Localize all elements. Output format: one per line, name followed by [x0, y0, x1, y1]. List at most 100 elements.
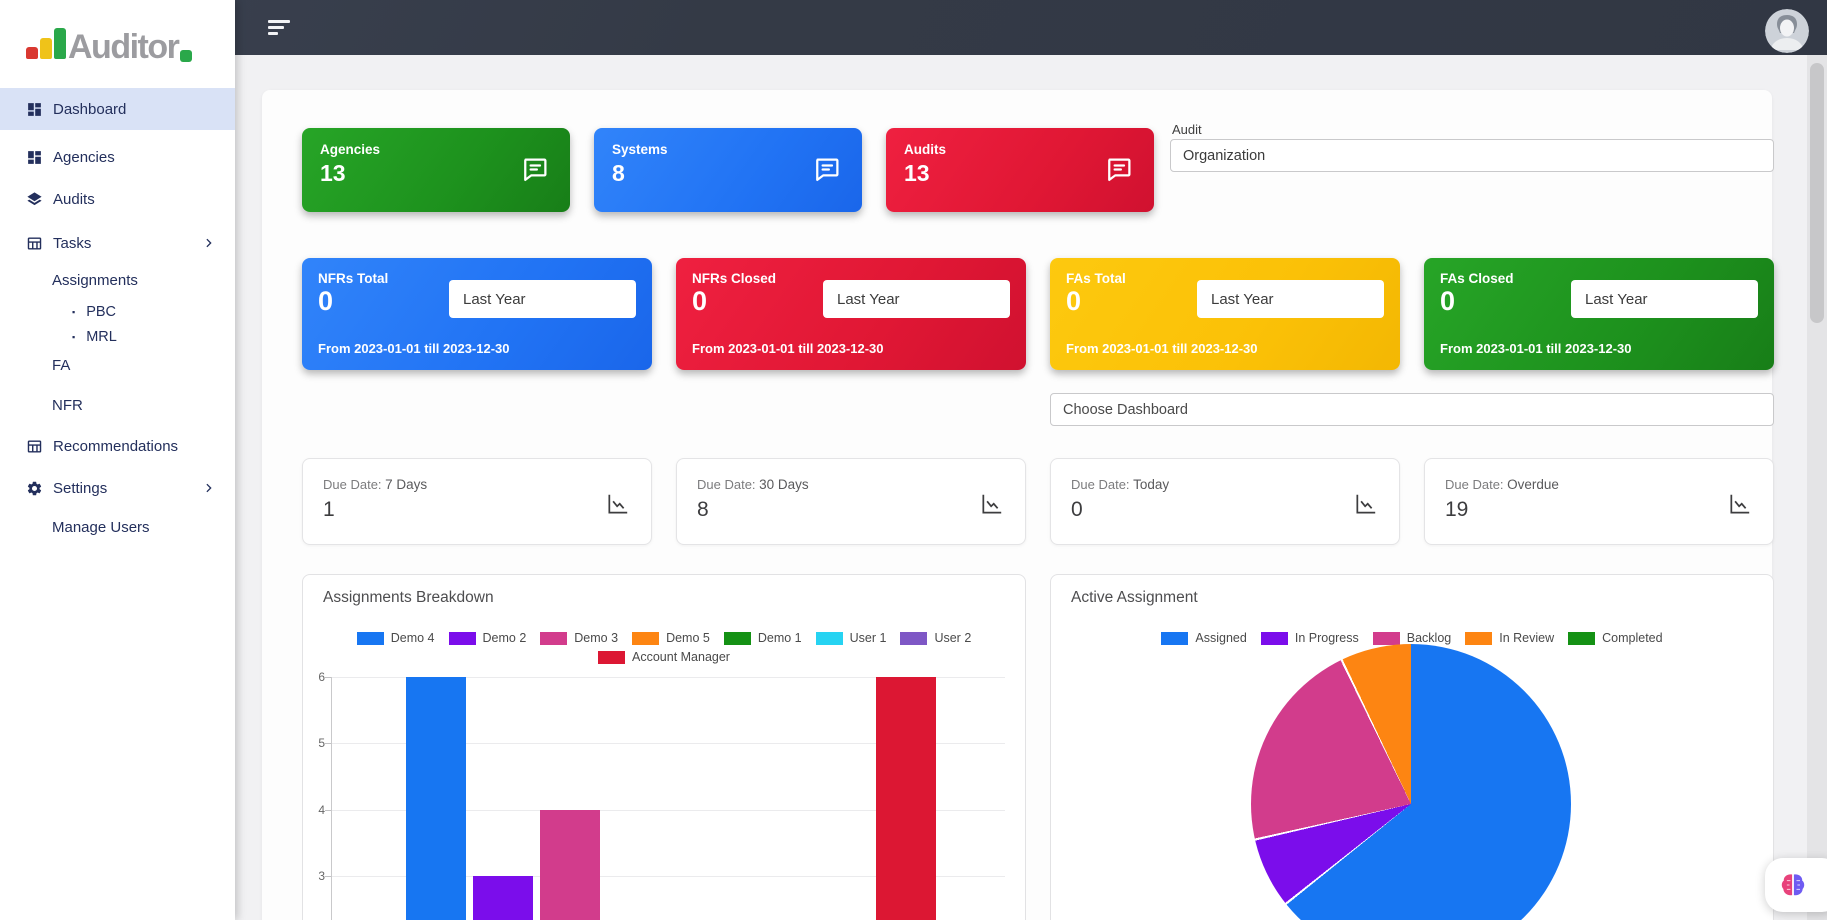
metric-card-label: NFRs Closed [692, 271, 777, 286]
gridline [331, 677, 1005, 678]
period-select[interactable]: Last Year [1197, 280, 1384, 318]
legend-item-backlog[interactable]: Backlog [1372, 631, 1451, 645]
metric-card-value: 0 [692, 286, 708, 316]
stat-card-systems[interactable]: Systems 8 [594, 128, 862, 212]
logo-bar-red [26, 47, 38, 59]
bar-demo-3[interactable] [540, 809, 601, 920]
due-card-value: 1 [323, 498, 335, 521]
legend-color-chip [632, 631, 660, 645]
bar-demo-2[interactable] [473, 876, 534, 920]
bar-chart-title: Assignments Breakdown [323, 589, 494, 606]
stat-card-value: 13 [904, 160, 930, 186]
legend-item-demo-3[interactable]: Demo 3 [540, 631, 618, 645]
bar-chart-legend: Demo 4 Demo 2 Demo 3 Demo 5 Demo 1 User … [334, 631, 994, 664]
legend-item-in-progress[interactable]: In Progress [1260, 631, 1359, 645]
gridline [331, 809, 1005, 811]
sidebar-item-mrl[interactable]: ▪ MRL [0, 324, 235, 349]
bar-chart-plot: 6 5 4 3 [303, 670, 1005, 920]
period-select[interactable]: Last Year [1571, 280, 1758, 318]
legend-item-assigned[interactable]: Assigned [1161, 631, 1247, 645]
chevron-right-icon[interactable] [202, 482, 215, 495]
metric-card-nfrs-total[interactable]: NFRs Total 0 Last Year From 2023-01-01 t… [302, 258, 652, 370]
sidebar-nav: Dashboard Agencies Audits Tasks Assignments ▪… [0, 66, 235, 544]
sidebar-item-label: Assignments [52, 272, 138, 289]
legend-color-chip [723, 631, 751, 645]
due-card-7-days[interactable]: Due Date: 7 Days 1 [302, 458, 652, 545]
chevron-right-icon[interactable] [202, 237, 215, 250]
legend-item-demo-2[interactable]: Demo 2 [448, 631, 526, 645]
metric-card-fas-total[interactable]: FAs Total 0 Last Year From 2023-01-01 ti… [1050, 258, 1400, 370]
logo-bar-green [54, 28, 66, 59]
legend-label: Assigned [1195, 631, 1247, 645]
legend-item-in-review[interactable]: In Review [1465, 631, 1554, 645]
page-scrollbar[interactable] [1807, 55, 1827, 920]
sidebar-item-dashboard[interactable]: Dashboard [0, 88, 235, 130]
app-logo[interactable]: Auditor [0, 0, 235, 66]
sidebar-item-fa[interactable]: FA [0, 349, 235, 382]
legend-item-account-manager[interactable]: Account Manager [598, 650, 730, 664]
gridline [331, 743, 1005, 745]
due-card-today[interactable]: Due Date: Today 0 [1050, 458, 1400, 545]
user-avatar[interactable] [1765, 9, 1809, 53]
bar-account-manager[interactable] [876, 677, 937, 920]
sidebar-item-recommendations[interactable]: Recommendations [0, 425, 235, 467]
menu-toggle-icon[interactable] [268, 20, 292, 36]
sidebar-item-audits[interactable]: Audits [0, 178, 235, 220]
due-card-30-days[interactable]: Due Date: 30 Days 8 [676, 458, 1026, 545]
table-icon [26, 235, 43, 252]
period-select[interactable]: Last Year [449, 280, 636, 318]
pie-chart[interactable] [1251, 644, 1571, 920]
stat-card-label: Systems [612, 142, 668, 157]
sidebar-item-pbc[interactable]: ▪ PBC [0, 299, 235, 324]
legend-item-user-1[interactable]: User 1 [815, 631, 887, 645]
legend-label: Demo 1 [757, 631, 802, 645]
logo-bar-chart-icon [26, 28, 66, 59]
square-bullet-icon: ▪ [72, 331, 76, 342]
bar-demo-4[interactable] [406, 677, 466, 920]
sidebar-item-tasks[interactable]: Tasks [0, 222, 235, 264]
legend-item-demo-1[interactable]: Demo 1 [723, 631, 802, 645]
sidebar-item-manage-users[interactable]: Manage Users [0, 511, 235, 544]
dashboard-select-input[interactable] [1050, 393, 1774, 426]
legend-label: User 2 [934, 631, 972, 645]
legend-item-demo-4[interactable]: Demo 4 [356, 631, 435, 645]
stat-card-agencies[interactable]: Agencies 13 [302, 128, 570, 212]
sidebar-item-label: Tasks [53, 234, 92, 252]
legend-label: User 1 [849, 631, 887, 645]
legend-label: In Progress [1294, 631, 1359, 645]
stat-card-label: Agencies [320, 142, 381, 157]
legend-item-completed[interactable]: Completed [1568, 631, 1663, 645]
legend-color-chip [598, 650, 625, 664]
y-tick-mark [325, 876, 331, 878]
dashboard-grid-icon [26, 149, 43, 166]
metric-card-fas-closed[interactable]: FAs Closed 0 Last Year From 2023-01-01 t… [1424, 258, 1774, 370]
legend-color-chip [1568, 631, 1596, 645]
legend-color-chip [900, 631, 928, 645]
due-card-overdue[interactable]: Due Date: Overdue 19 [1424, 458, 1774, 545]
y-tick-label: 4 [318, 802, 325, 817]
metric-card-nfrs-closed[interactable]: NFRs Closed 0 Last Year From 2023-01-01 … [676, 258, 1026, 370]
sidebar-item-assignments[interactable]: Assignments [0, 264, 235, 297]
metric-card-value: 0 [318, 286, 334, 316]
chat-icon [520, 154, 550, 189]
period-select[interactable]: Last Year [823, 280, 1010, 318]
due-card-label: Due Date: 7 Days [323, 477, 428, 492]
legend-item-demo-5[interactable]: Demo 5 [632, 631, 710, 645]
sidebar-item-agencies[interactable]: Agencies [0, 136, 235, 178]
assistant-button[interactable] [1765, 858, 1827, 912]
sidebar-item-nfr[interactable]: NFR [0, 389, 235, 422]
scrollbar-thumb[interactable] [1810, 63, 1824, 323]
metric-card-range: From 2023-01-01 till 2023-12-30 [692, 341, 884, 356]
sidebar-item-settings[interactable]: Settings [0, 467, 235, 509]
legend-item-user-2[interactable]: User 2 [900, 631, 971, 645]
y-tick-mark [325, 743, 331, 745]
stat-card-audits[interactable]: Audits 13 [886, 128, 1154, 212]
y-axis-line [331, 677, 332, 920]
y-tick-mark [325, 677, 331, 678]
metric-card-label: FAs Closed [1440, 271, 1514, 286]
stat-card-label: Audits [904, 142, 946, 157]
sidebar-item-label: Dashboard [53, 100, 127, 118]
audit-filter-input[interactable] [1170, 139, 1774, 172]
sidebar-item-label: Manage Users [52, 519, 150, 536]
legend-label: Completed [1602, 631, 1663, 645]
